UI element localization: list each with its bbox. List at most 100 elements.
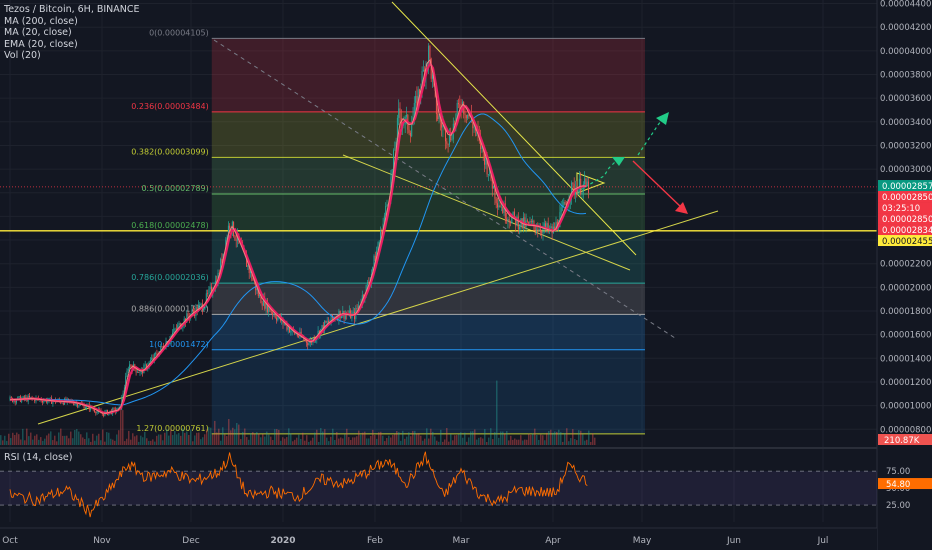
candle-body bbox=[528, 221, 530, 224]
candle-body bbox=[474, 127, 476, 131]
candle-body bbox=[208, 289, 210, 294]
candle-body bbox=[16, 400, 17, 403]
volume-bar bbox=[484, 429, 486, 445]
candle-body bbox=[472, 121, 474, 129]
volume-bar bbox=[394, 434, 396, 445]
candle-body bbox=[380, 231, 381, 242]
fib-level-label: 0.236(0.00003484) bbox=[131, 102, 209, 111]
candle-body bbox=[268, 306, 270, 312]
volume-bar bbox=[584, 440, 586, 445]
volume-bar bbox=[292, 441, 294, 445]
candle-body bbox=[126, 370, 128, 377]
volume-bar bbox=[508, 440, 510, 445]
volume-bar bbox=[116, 434, 118, 445]
volume-bar bbox=[296, 437, 298, 445]
volume-bar bbox=[204, 434, 206, 445]
volume-tag bbox=[878, 434, 932, 445]
volume-bar bbox=[42, 440, 44, 445]
volume-bar bbox=[16, 432, 18, 445]
volume-bar bbox=[590, 441, 592, 445]
volume-bar bbox=[438, 441, 440, 445]
volume-bar bbox=[512, 439, 514, 445]
candle-body bbox=[333, 317, 335, 319]
candle-body bbox=[204, 304, 206, 309]
volume-bar bbox=[120, 407, 122, 445]
candle-body bbox=[399, 108, 401, 119]
candle-body bbox=[160, 346, 162, 352]
candle-body bbox=[172, 332, 173, 336]
candle-body bbox=[221, 258, 223, 263]
volume-bar bbox=[180, 435, 182, 445]
candle-body bbox=[411, 125, 413, 137]
candle-body bbox=[135, 368, 137, 373]
candle-body bbox=[446, 141, 448, 144]
fib-level-label: 1(0.00001472) bbox=[149, 340, 209, 349]
bearish-arrow-path bbox=[632, 160, 683, 209]
candle-body bbox=[68, 398, 69, 400]
candle-body bbox=[430, 58, 432, 79]
candle-body bbox=[136, 372, 138, 373]
rsi-tick-label: 50.00 bbox=[886, 484, 910, 494]
candle-body bbox=[542, 227, 544, 234]
candle-body bbox=[261, 303, 263, 306]
volume-bar bbox=[352, 437, 354, 445]
fib-zone bbox=[211, 283, 645, 315]
volume-bar bbox=[162, 440, 164, 445]
candle-body bbox=[95, 411, 97, 414]
volume-bar bbox=[194, 435, 196, 445]
candle-body bbox=[526, 220, 528, 222]
volume-bar bbox=[216, 432, 218, 445]
volume-bar bbox=[106, 432, 108, 445]
volume-bar bbox=[364, 431, 366, 445]
candle-body bbox=[290, 330, 292, 333]
volume-bar bbox=[358, 430, 360, 445]
volume-bar bbox=[108, 432, 110, 445]
volume-bar bbox=[488, 437, 490, 445]
candle-body bbox=[341, 316, 342, 319]
candle-body bbox=[101, 413, 103, 415]
candle-body bbox=[578, 178, 580, 189]
volume-bar bbox=[200, 439, 202, 445]
candle-body bbox=[586, 181, 588, 186]
candle-body bbox=[304, 339, 306, 341]
candle-body bbox=[534, 225, 536, 231]
volume-bar bbox=[376, 438, 378, 445]
candle-body bbox=[502, 206, 504, 213]
candle-body bbox=[305, 339, 307, 343]
volume-bar bbox=[102, 429, 104, 445]
volume-bar bbox=[270, 436, 272, 445]
volume-bar bbox=[354, 437, 356, 445]
volume-bar bbox=[392, 435, 394, 445]
volume-bar bbox=[556, 431, 558, 445]
volume-bar bbox=[542, 435, 544, 445]
rsi-label[interactable]: RSI (14, close) bbox=[4, 452, 73, 463]
volume-bar bbox=[74, 429, 76, 445]
volume-bar bbox=[516, 439, 518, 445]
volume-bar bbox=[50, 431, 52, 445]
volume-bar bbox=[388, 435, 390, 445]
candle-body bbox=[103, 414, 105, 416]
volume-bar bbox=[214, 420, 216, 445]
volume-bar bbox=[48, 433, 50, 445]
candle-body bbox=[497, 203, 498, 208]
candle-body bbox=[394, 149, 396, 151]
ma200-label[interactable]: MA (200, close) bbox=[4, 15, 78, 27]
volume-label[interactable]: Vol (20) bbox=[4, 50, 41, 61]
ma20-label[interactable]: MA (20, close) bbox=[4, 27, 72, 38]
candle-body bbox=[139, 370, 141, 373]
fib-zone bbox=[211, 111, 645, 158]
candle-body bbox=[374, 255, 376, 261]
volume-bar bbox=[480, 437, 482, 445]
volume-bar bbox=[464, 432, 466, 445]
price-tick-label: 0.00003600 bbox=[880, 94, 931, 104]
candle-body bbox=[588, 181, 589, 193]
volume-bar bbox=[522, 440, 524, 445]
ema20-label[interactable]: EMA (20, close) bbox=[4, 38, 78, 50]
indicator-legend: Tezos / Bitcoin, 6H, BINANCE MA (200, cl… bbox=[4, 4, 140, 62]
volume-bar bbox=[58, 432, 60, 445]
candle-body bbox=[203, 308, 205, 311]
volume-bar bbox=[196, 432, 198, 445]
candle-body bbox=[486, 156, 488, 175]
volume-bar bbox=[290, 433, 292, 445]
